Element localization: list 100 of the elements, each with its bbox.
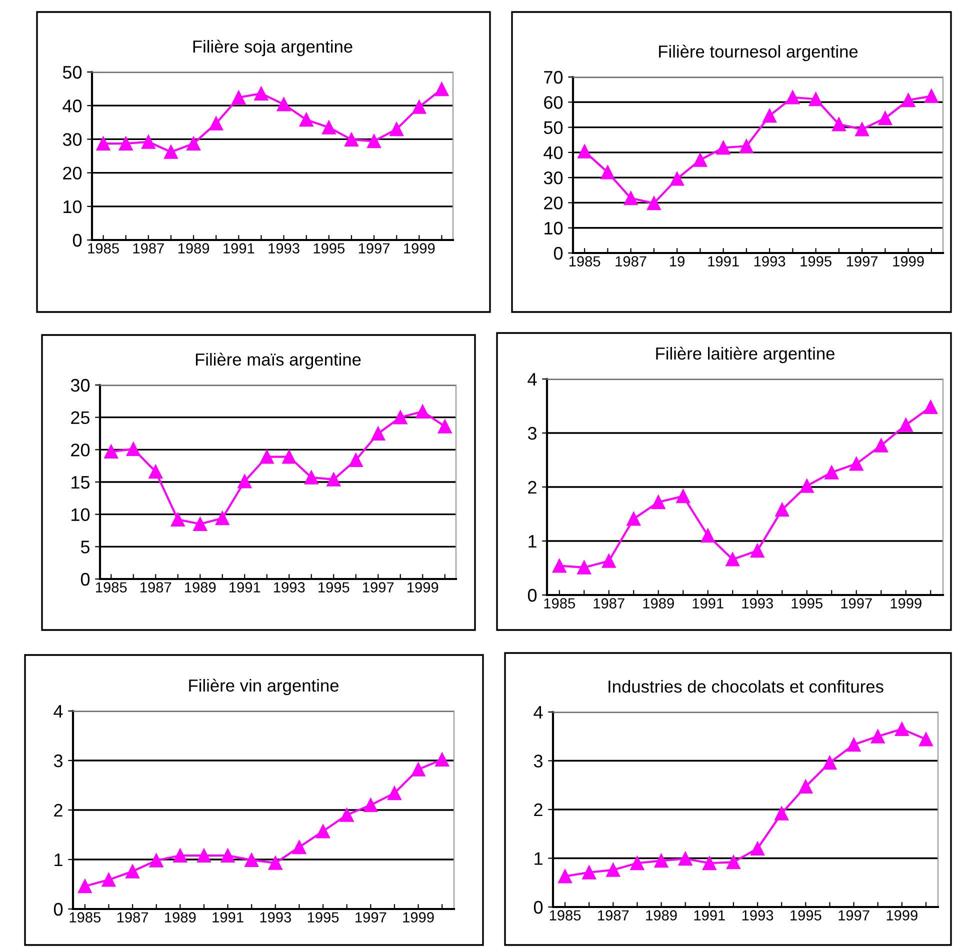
point	[924, 400, 938, 414]
y-tick-label: 40	[544, 146, 563, 160]
point	[824, 465, 839, 480]
point	[678, 852, 692, 866]
x-tick-label: 1985	[550, 910, 581, 920]
point	[393, 410, 408, 424]
point	[260, 450, 274, 464]
point	[750, 842, 764, 856]
point	[798, 780, 813, 794]
x-tick-label: 1991	[692, 598, 724, 608]
x-tick-label: 1997	[363, 582, 394, 592]
point	[693, 153, 708, 167]
point	[148, 464, 163, 479]
point	[750, 544, 764, 558]
point	[209, 116, 224, 130]
point	[855, 122, 870, 136]
y-tick-label: 50	[62, 66, 82, 79]
x-tick-label: 1997	[838, 910, 870, 920]
x-tick-label: 1987	[140, 582, 172, 592]
point	[344, 132, 358, 146]
x-tick-label: 1995	[318, 582, 350, 592]
x-tick-label: 1987	[594, 598, 624, 608]
x-tick-label: 1995	[792, 598, 822, 608]
point	[282, 450, 296, 464]
y-tick-label: 2	[534, 803, 542, 816]
point	[173, 848, 188, 862]
point	[602, 554, 616, 568]
x-tick-label: 1991	[694, 910, 725, 920]
x-tick-label: 1993	[754, 256, 786, 266]
y-tick-label: 40	[62, 100, 82, 112]
x-tick-label: 1985	[544, 598, 575, 608]
x-tick-label: 1987	[133, 243, 164, 254]
x-tick-label: 1989	[185, 582, 216, 592]
point	[232, 90, 246, 104]
point	[786, 90, 800, 104]
point	[832, 117, 846, 132]
point	[552, 558, 566, 573]
y-tick-label: 1	[54, 854, 62, 866]
y-tick-label: 10	[64, 200, 82, 214]
x-tick-label: 1985	[96, 582, 127, 592]
x-tick-label: 1999	[403, 912, 434, 922]
x-tick-label: 1997	[358, 243, 390, 254]
x-tick-label: 1993	[742, 598, 773, 608]
chart-title: Filière vin argentine	[189, 678, 338, 696]
y-tick-label: 3	[534, 754, 542, 768]
x-tick-label: 1993	[268, 243, 300, 254]
point	[304, 470, 318, 484]
point	[646, 196, 661, 210]
chart-title: Filière soja argentine	[193, 40, 352, 56]
point	[822, 756, 837, 770]
point	[268, 856, 282, 870]
point	[606, 863, 620, 877]
point	[299, 112, 314, 127]
point	[149, 854, 164, 868]
x-tick-label: 1999	[404, 243, 435, 254]
y-tick-label: 0	[72, 234, 82, 247]
x-tick-label: 1997	[841, 598, 872, 608]
y-tick-label: 0	[534, 900, 543, 914]
y-tick-label: 2	[54, 804, 62, 817]
x-tick-label: 1995	[308, 912, 339, 922]
point	[726, 855, 740, 870]
chart-title: Industries de chocolats et confitures	[608, 680, 884, 693]
y-tick-label: 5	[80, 540, 90, 554]
point	[870, 729, 885, 744]
x-tick-label: 1993	[742, 910, 774, 920]
x-tick-label: 1997	[356, 912, 386, 922]
point	[775, 502, 790, 517]
y-tick-label: 30	[544, 172, 563, 184]
point	[774, 806, 789, 820]
point	[434, 82, 449, 96]
point	[898, 418, 913, 432]
point	[676, 489, 690, 504]
point	[901, 93, 916, 108]
point	[726, 552, 740, 566]
point	[630, 856, 644, 870]
point	[102, 872, 116, 887]
point	[578, 144, 592, 158]
x-tick-label: 1987	[616, 256, 646, 266]
y-tick-label: 30	[70, 378, 90, 392]
point	[846, 738, 861, 752]
point	[316, 824, 330, 838]
y-tick-label: 0	[554, 246, 563, 260]
x-tick-label: 1991	[212, 912, 244, 922]
x-tick-label: 1995	[790, 910, 822, 920]
y-tick-label: 0	[528, 588, 537, 602]
y-tick-label: 4	[54, 705, 63, 718]
point	[874, 438, 888, 452]
point	[244, 853, 259, 867]
x-tick-label: 1989	[646, 910, 677, 920]
point	[558, 869, 572, 884]
y-tick-label: 3	[528, 426, 536, 440]
x-tick-label: 1993	[260, 912, 291, 922]
point	[254, 86, 268, 100]
y-tick-label: 20	[544, 196, 563, 210]
point	[104, 444, 118, 459]
point	[894, 722, 909, 736]
point	[126, 864, 140, 878]
point	[739, 139, 754, 154]
point	[651, 495, 666, 510]
x-tick-label: 19	[670, 256, 684, 266]
